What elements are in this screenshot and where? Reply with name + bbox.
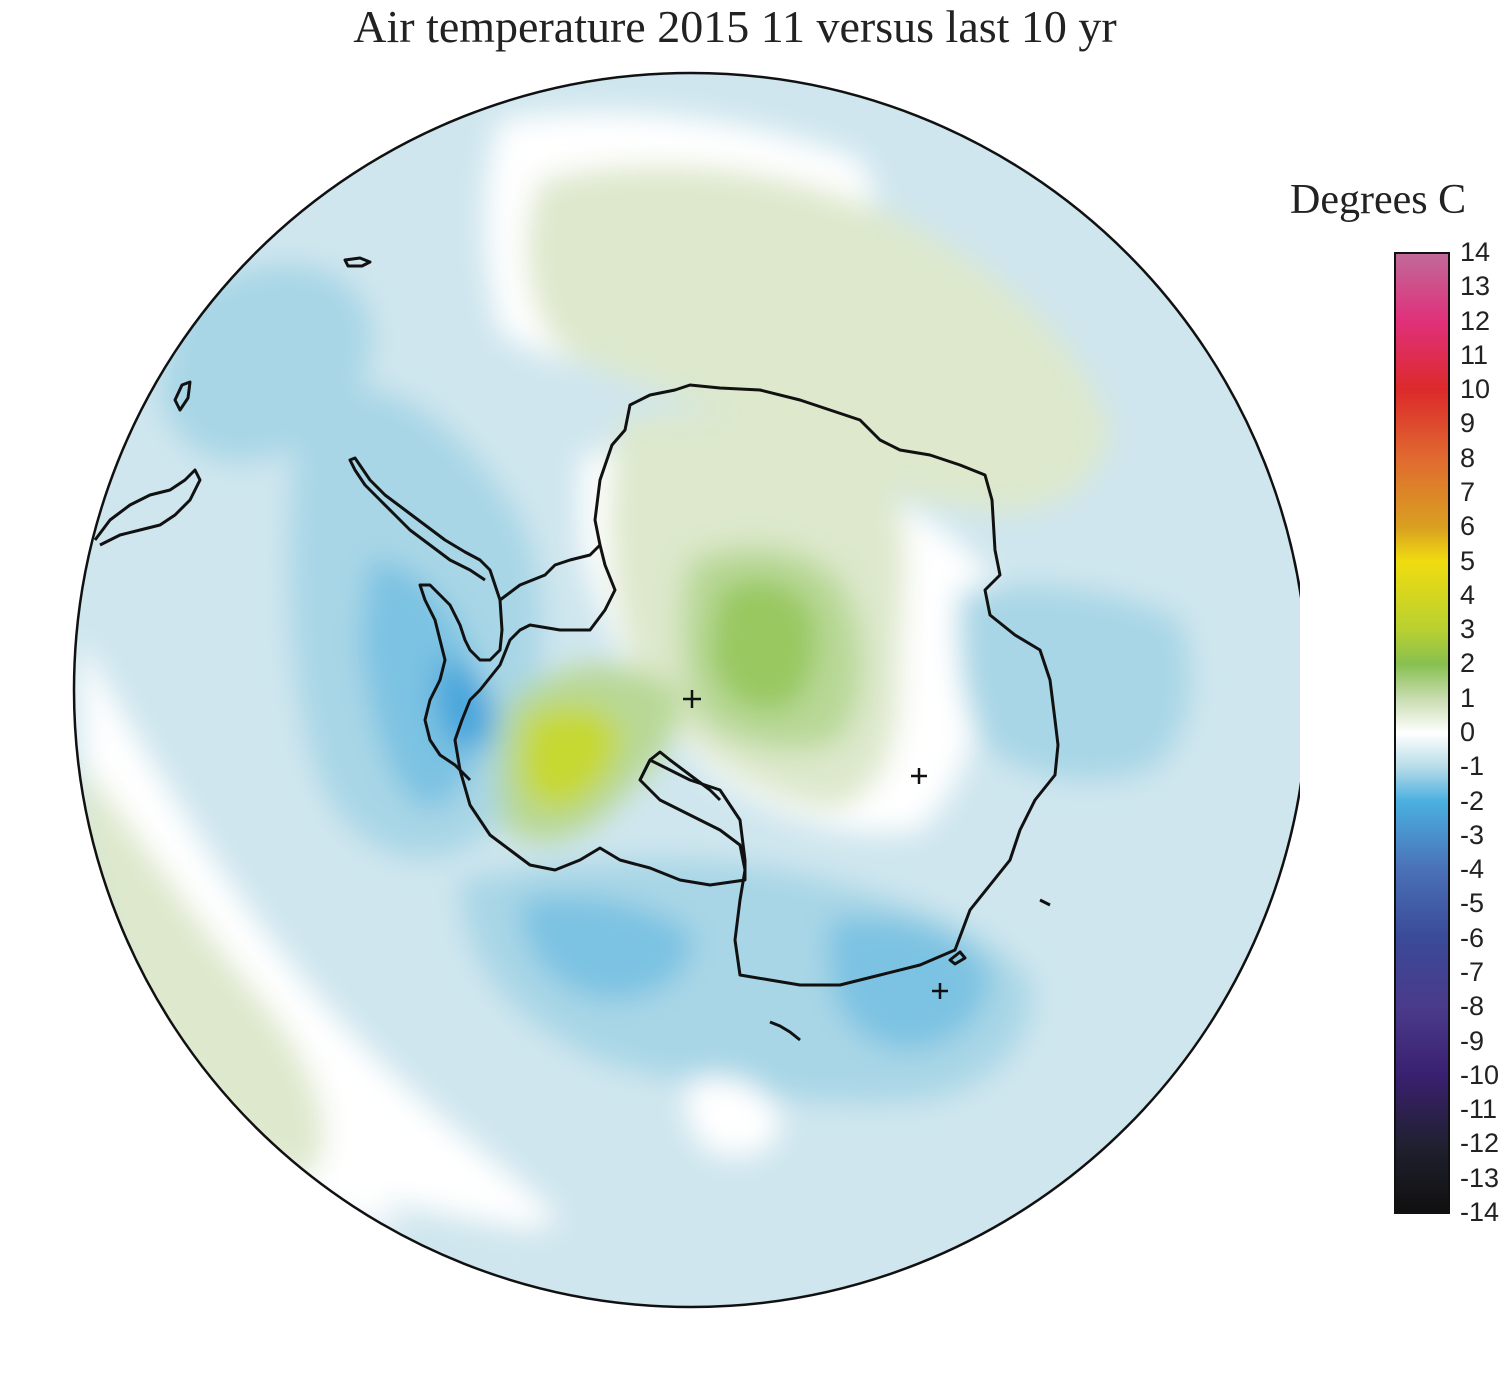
anomaly-warm-core-interior bbox=[710, 580, 817, 711]
colorbar-tick-label: 13 bbox=[1460, 271, 1491, 302]
antarctica-coastline bbox=[93, 256, 1060, 1042]
colorbar-tick-label: -14 bbox=[1460, 1197, 1500, 1227]
island-coastline-2 bbox=[173, 380, 192, 412]
island-coastline-1 bbox=[343, 256, 372, 268]
colorbar bbox=[1394, 252, 1450, 1214]
colorbar-scale bbox=[1394, 252, 1450, 1214]
colorbar-tick-label: 4 bbox=[1460, 579, 1476, 610]
island-coastline-4 bbox=[1039, 898, 1051, 907]
anomaly-zero-region-south bbox=[686, 1076, 780, 1157]
station-markers bbox=[683, 690, 948, 999]
colorbar-tick-label: -12 bbox=[1460, 1128, 1500, 1159]
anomaly-negative-region-southeast-core bbox=[828, 917, 990, 1050]
anomaly-positive-region-north bbox=[526, 165, 1110, 512]
colorbar-tick-label: 12 bbox=[1460, 305, 1491, 336]
colorbar-tick-label: 6 bbox=[1460, 511, 1476, 542]
colorbar-tick-label: 3 bbox=[1460, 614, 1476, 645]
colorbar-tick-label: 0 bbox=[1460, 717, 1476, 747]
island-coastline-3 bbox=[769, 1020, 801, 1042]
colorbar-tick-label: -8 bbox=[1460, 991, 1485, 1022]
colorbar-tick-label: 1 bbox=[1460, 682, 1476, 713]
anomaly-cold-spot-peninsula bbox=[435, 660, 495, 751]
ronne-ice-shelf-coastline bbox=[499, 543, 602, 602]
anomaly-field bbox=[74, 73, 1300, 1307]
colorbar-tick-label: 14 bbox=[1460, 237, 1491, 267]
colorbar-tick-label: 2 bbox=[1460, 648, 1476, 679]
colorbar-tick-label: 8 bbox=[1460, 442, 1476, 473]
colorbar-tick-label: -5 bbox=[1460, 888, 1485, 919]
colorbar-tick-label: -6 bbox=[1460, 922, 1485, 953]
antarctic-temperature-map bbox=[72, 71, 1300, 1309]
legend-title: Degrees C bbox=[1290, 177, 1467, 223]
station-marker-east bbox=[911, 768, 927, 784]
anomaly-negative-region-south-core bbox=[520, 896, 692, 1000]
colorbar-tick-label: -9 bbox=[1460, 1025, 1485, 1056]
colorbar-tick-label: -2 bbox=[1460, 785, 1485, 816]
antarctic-peninsula-coastline bbox=[348, 456, 504, 782]
anomaly-positive-region-west bbox=[79, 760, 324, 1180]
colorbar-tick-label: -11 bbox=[1460, 1094, 1498, 1125]
island-coastline-5 bbox=[948, 950, 967, 966]
colorbar-tick-label: -13 bbox=[1460, 1162, 1500, 1193]
anomaly-warm-core-ross bbox=[520, 706, 620, 810]
colorbar-tick-label: -7 bbox=[1460, 957, 1485, 987]
south-america-coastline bbox=[93, 468, 202, 547]
colorbar-tick-label: 5 bbox=[1460, 545, 1476, 576]
colorbar-tick-label: 9 bbox=[1460, 408, 1476, 439]
anomaly-negative-region-east bbox=[958, 586, 1190, 780]
station-marker-southeast bbox=[932, 983, 948, 999]
colorbar-tick-label: -3 bbox=[1460, 819, 1485, 850]
ross-ice-shelf-coastline bbox=[638, 750, 722, 802]
colorbar-tick-label: 7 bbox=[1460, 477, 1476, 507]
south-pole-marker bbox=[683, 690, 701, 708]
colorbar-tick-label: -1 bbox=[1460, 751, 1485, 782]
colorbar-tick-label: 10 bbox=[1460, 374, 1491, 405]
colorbar-tick-label: 11 bbox=[1460, 339, 1489, 370]
antarctica-coastline-main bbox=[453, 383, 1060, 987]
chart-title: Air temperature 2015 11 versus last 10 y… bbox=[353, 1, 1117, 52]
map-boundary-circle bbox=[72, 71, 1300, 1309]
anomaly-negative-region-peninsula-core bbox=[360, 560, 483, 810]
colorbar-tick-label: -10 bbox=[1460, 1059, 1500, 1090]
colorbar-tick-label: -4 bbox=[1460, 854, 1485, 885]
